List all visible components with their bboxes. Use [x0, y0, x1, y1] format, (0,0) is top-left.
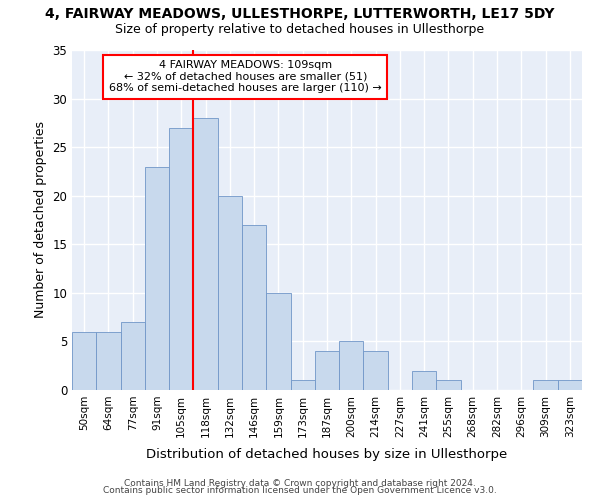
- Y-axis label: Number of detached properties: Number of detached properties: [34, 122, 47, 318]
- Bar: [242, 225, 266, 390]
- Text: Contains public sector information licensed under the Open Government Licence v3: Contains public sector information licen…: [103, 486, 497, 495]
- Bar: [364, 351, 388, 390]
- Bar: [533, 380, 558, 390]
- Bar: [412, 370, 436, 390]
- Bar: [96, 332, 121, 390]
- Bar: [266, 293, 290, 390]
- Text: Size of property relative to detached houses in Ullesthorpe: Size of property relative to detached ho…: [115, 22, 485, 36]
- Bar: [315, 351, 339, 390]
- Bar: [558, 380, 582, 390]
- Bar: [169, 128, 193, 390]
- Bar: [290, 380, 315, 390]
- Bar: [193, 118, 218, 390]
- Text: Contains HM Land Registry data © Crown copyright and database right 2024.: Contains HM Land Registry data © Crown c…: [124, 478, 476, 488]
- Bar: [218, 196, 242, 390]
- Bar: [121, 322, 145, 390]
- Bar: [436, 380, 461, 390]
- Bar: [145, 166, 169, 390]
- Text: 4, FAIRWAY MEADOWS, ULLESTHORPE, LUTTERWORTH, LE17 5DY: 4, FAIRWAY MEADOWS, ULLESTHORPE, LUTTERW…: [45, 8, 555, 22]
- Bar: [72, 332, 96, 390]
- Text: 4 FAIRWAY MEADOWS: 109sqm
← 32% of detached houses are smaller (51)
68% of semi-: 4 FAIRWAY MEADOWS: 109sqm ← 32% of detac…: [109, 60, 382, 94]
- Bar: [339, 342, 364, 390]
- X-axis label: Distribution of detached houses by size in Ullesthorpe: Distribution of detached houses by size …: [146, 448, 508, 461]
